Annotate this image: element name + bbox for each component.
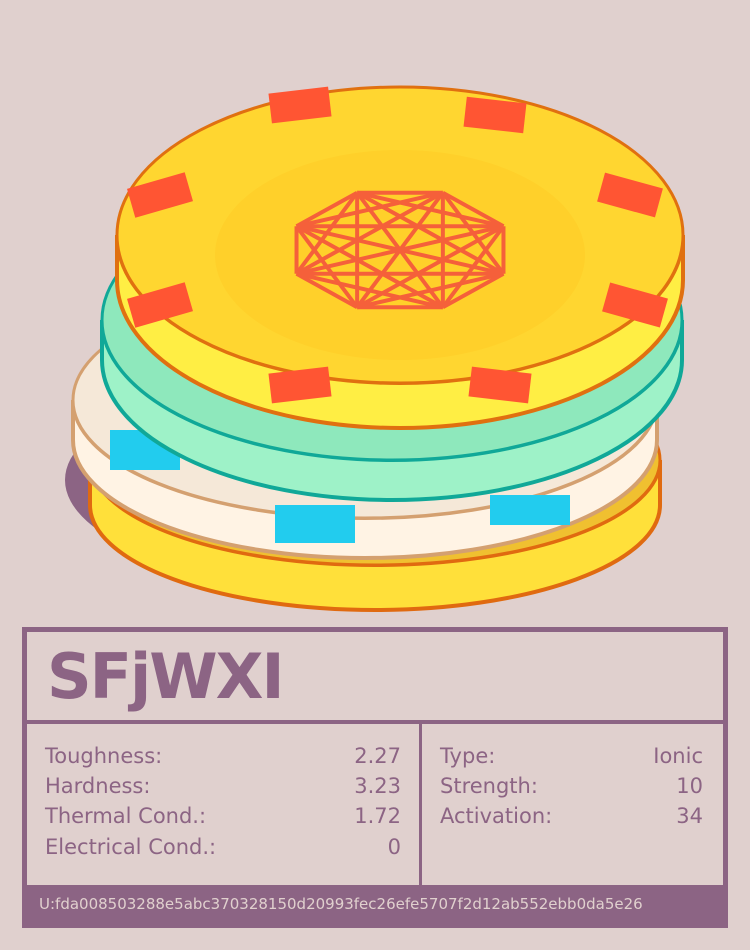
uid-footer: U:fda008503288e5abc370328150d20993fec26e… <box>27 885 723 923</box>
stat-value: 10 <box>676 774 703 798</box>
edge-mark <box>597 172 663 218</box>
stat-value: 1.72 <box>354 804 401 828</box>
stat-label: Type: <box>440 744 496 768</box>
stat-label: Electrical Cond.: <box>45 835 217 859</box>
edge-mark <box>268 86 332 124</box>
edge-mark <box>463 96 527 134</box>
edge-mark <box>468 366 532 404</box>
title-row: SFjWXI <box>27 632 723 724</box>
stat-label: Thermal Cond.: <box>45 804 207 828</box>
octagram-line <box>295 271 359 310</box>
octagram-line <box>441 190 505 229</box>
octagram-line <box>296 224 504 276</box>
stat-label: Hardness: <box>45 774 151 798</box>
octagram-line <box>441 225 506 309</box>
info-card: SFjWXI Toughness: 2.27 Hardness: 3.23 Ther… <box>22 627 728 928</box>
stat-label: Toughness: <box>45 744 163 768</box>
stats-right: Type: Ionic Strength: 10 Activation: 34 <box>422 724 723 886</box>
edge-mark <box>602 282 668 328</box>
stat-row: Electrical Cond.: 0 <box>45 835 401 865</box>
stat-value: 34 <box>676 804 703 828</box>
stat-value: 2.27 <box>354 744 401 768</box>
octagram-line <box>295 190 359 229</box>
stat-row: Hardness: 3.23 <box>45 774 401 804</box>
octagram-line <box>356 224 505 310</box>
edge-mark <box>127 282 193 328</box>
edge-mark <box>275 505 355 543</box>
stat-row: Activation: 34 <box>440 804 703 834</box>
edge-mark <box>490 495 570 525</box>
octagram-line <box>296 190 444 229</box>
edge-mark <box>127 172 193 218</box>
octagram-line <box>356 190 504 229</box>
item-name: SFjWXI <box>47 640 285 713</box>
stat-label: Strength: <box>440 774 538 798</box>
uid-text: U:fda008503288e5abc370328150d20993fec26e… <box>39 895 643 913</box>
stat-row: Strength: 10 <box>440 774 703 804</box>
stat-value: Ionic <box>653 744 703 768</box>
chip-stack-illustration <box>65 85 685 612</box>
chip-inner-ring <box>215 150 585 360</box>
stat-row: Thermal Cond.: 1.72 <box>45 804 401 834</box>
stat-label: Activation: <box>440 804 553 828</box>
stat-row: Toughness: 2.27 <box>45 744 401 774</box>
stat-value: 0 <box>387 835 401 859</box>
edge-mark <box>268 366 332 404</box>
stat-row: Type: Ionic <box>440 744 703 774</box>
octagram-line <box>294 191 359 275</box>
stat-value: 3.23 <box>354 774 401 798</box>
octagram-line <box>441 271 505 310</box>
stats-left: Toughness: 2.27 Hardness: 3.23 Thermal Con… <box>27 724 422 886</box>
